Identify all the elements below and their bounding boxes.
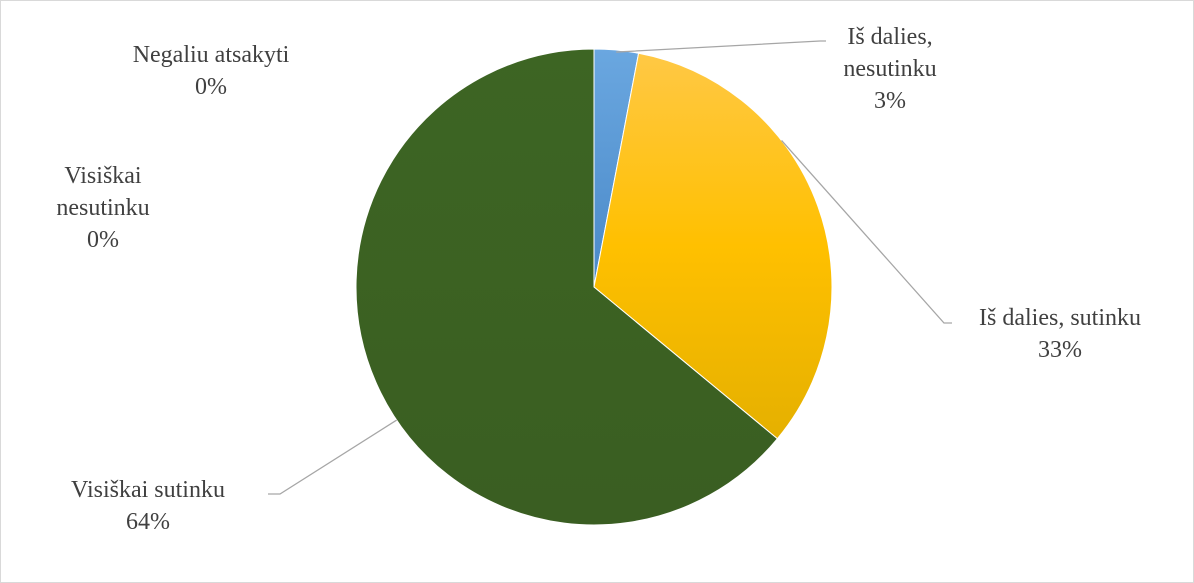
pie-slice-3 bbox=[355, 48, 779, 526]
data-label-category: Visiškai sutinku bbox=[71, 477, 225, 503]
data-label-percent: 3% bbox=[874, 88, 906, 114]
pie-slices bbox=[355, 48, 833, 526]
pie-slice-2 bbox=[593, 52, 833, 440]
leader-lines bbox=[268, 40, 952, 495]
data-label-4: Visiškai nesutinku 0% bbox=[56, 163, 149, 253]
data-label-category: Iš dalies, sutinku bbox=[979, 305, 1141, 331]
data-label-percent: 64% bbox=[126, 509, 170, 535]
data-label-2: Iš dalies, sutinku 33% bbox=[979, 305, 1141, 363]
data-label-percent: 0% bbox=[87, 227, 119, 253]
data-label-category: Negaliu atsakyti bbox=[133, 42, 290, 68]
data-label-1: Iš dalies, nesutinku 3% bbox=[843, 24, 936, 114]
data-label-percent: 33% bbox=[1038, 337, 1082, 363]
leader-line-64 bbox=[268, 419, 398, 495]
data-label-0: Negaliu atsakyti 0% bbox=[133, 42, 290, 100]
data-label-percent: 0% bbox=[195, 74, 227, 100]
data-label-category: nesutinku bbox=[843, 56, 936, 82]
leader-line-33 bbox=[781, 140, 952, 324]
data-label-category: Iš dalies, bbox=[847, 24, 932, 50]
leader-line-3 bbox=[616, 40, 826, 53]
data-label-category: Visiškai bbox=[64, 163, 142, 189]
data-labels: Negaliu atsakyti 0%Iš dalies, nesutinku 3%I… bbox=[56, 24, 1141, 535]
data-label-category: nesutinku bbox=[56, 195, 149, 221]
data-label-3: Visiškai sutinku 64% bbox=[71, 477, 225, 535]
